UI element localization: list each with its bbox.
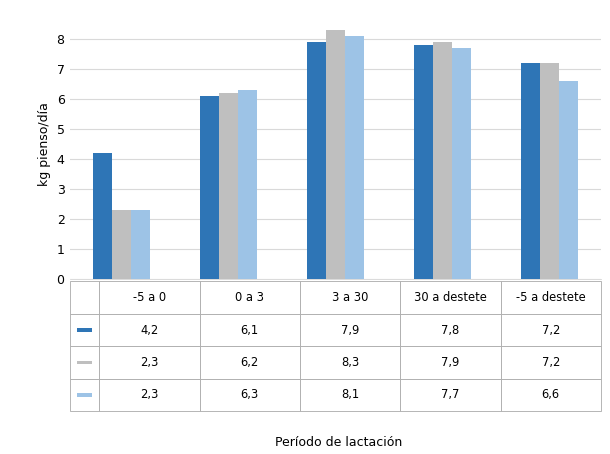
- Bar: [452, 48, 472, 279]
- Bar: [520, 63, 540, 279]
- Text: 7,2: 7,2: [542, 324, 560, 336]
- Text: 2,3: 2,3: [140, 388, 159, 401]
- Bar: [501, 379, 601, 411]
- Bar: [199, 379, 300, 411]
- Bar: [501, 314, 601, 346]
- Text: 7,2: 7,2: [542, 356, 560, 369]
- Bar: [307, 42, 326, 279]
- Text: Período de lactación: Período de lactación: [275, 435, 402, 449]
- Text: 6,6: 6,6: [542, 388, 560, 401]
- Text: 6,1: 6,1: [241, 324, 259, 336]
- Bar: [131, 210, 151, 279]
- Bar: [400, 314, 501, 346]
- Bar: [300, 281, 400, 314]
- Bar: [70, 314, 99, 346]
- Bar: [326, 30, 345, 279]
- Bar: [433, 42, 452, 279]
- Text: 7,8: 7,8: [441, 324, 459, 336]
- Bar: [238, 90, 257, 279]
- Text: 6,3: 6,3: [241, 388, 259, 401]
- Bar: [219, 93, 238, 279]
- Text: 4,2: 4,2: [140, 324, 159, 336]
- Text: 0 a 3: 0 a 3: [235, 291, 264, 304]
- Bar: [345, 36, 364, 279]
- Bar: [199, 314, 300, 346]
- Bar: [99, 379, 199, 411]
- Bar: [300, 379, 400, 411]
- Text: 3 a 30: 3 a 30: [332, 291, 368, 304]
- Bar: [400, 281, 501, 314]
- Bar: [199, 346, 300, 379]
- Bar: [93, 153, 112, 279]
- Text: 6,2: 6,2: [241, 356, 259, 369]
- Text: 8,3: 8,3: [341, 356, 359, 369]
- Bar: [77, 360, 92, 364]
- Bar: [400, 346, 501, 379]
- Text: 30 a destete: 30 a destete: [414, 291, 487, 304]
- Text: -5 a destete: -5 a destete: [516, 291, 586, 304]
- Bar: [99, 281, 199, 314]
- Bar: [70, 281, 99, 314]
- Bar: [70, 346, 99, 379]
- Text: 7,9: 7,9: [441, 356, 459, 369]
- Text: 8,1: 8,1: [341, 388, 359, 401]
- Text: 2,3: 2,3: [140, 356, 159, 369]
- Bar: [99, 346, 199, 379]
- Y-axis label: kg pienso/día: kg pienso/día: [38, 102, 51, 186]
- Bar: [400, 379, 501, 411]
- Bar: [77, 393, 92, 396]
- Bar: [199, 281, 300, 314]
- Text: -5 a 0: -5 a 0: [133, 291, 166, 304]
- Text: 7,9: 7,9: [341, 324, 359, 336]
- Bar: [112, 210, 131, 279]
- Bar: [414, 45, 433, 279]
- Bar: [300, 314, 400, 346]
- Bar: [540, 63, 559, 279]
- Text: 7,7: 7,7: [441, 388, 459, 401]
- Bar: [70, 379, 99, 411]
- Bar: [77, 328, 92, 332]
- Bar: [501, 346, 601, 379]
- Bar: [99, 314, 199, 346]
- Bar: [300, 346, 400, 379]
- Bar: [501, 281, 601, 314]
- Bar: [559, 81, 578, 279]
- Bar: [199, 96, 219, 279]
